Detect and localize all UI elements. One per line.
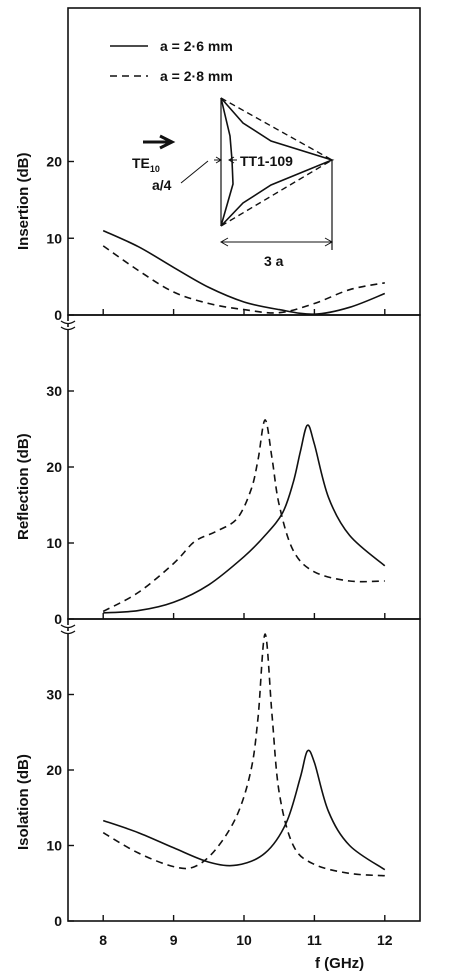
axis-break-mark-upper [60, 320, 76, 331]
x-tick-label: 12 [377, 932, 393, 948]
x-tick-label: 9 [170, 932, 178, 948]
reflection-y-label: Reflection (dB) [15, 433, 32, 540]
reflection-series-dashed [102, 419, 385, 613]
inset-arrow [143, 134, 176, 150]
reflection-y-tick-label: 0 [54, 611, 62, 627]
inset-diagram: TE10 a/4 TT1-109 3 a [132, 97, 335, 269]
inset-dim-arrow-right [228, 156, 237, 164]
reflection-y-tick-label: 30 [46, 383, 62, 399]
inset-material-label: TT1-109 [240, 153, 293, 169]
insertion-y-label: Insertion (dB) [15, 153, 32, 251]
legend-entry-solid: a = 2·6 mm [160, 38, 233, 54]
x-axis-label: f (GHz) [315, 955, 364, 972]
insertion-series-dashed [102, 245, 385, 314]
reflection-series-solid [103, 424, 386, 614]
inset-triangle-solid [220, 97, 335, 227]
inset-offset-label: a/4 [152, 177, 172, 193]
axis-break-mark-lower [60, 624, 76, 635]
isolation-series-dashed [102, 633, 385, 877]
inset-wave-label: TE10 [132, 155, 160, 174]
isolation-y-tick-label: 10 [46, 838, 62, 854]
isolation-y-tick-label: 0 [54, 913, 62, 929]
insertion-y-tick-label: 20 [46, 154, 62, 170]
inset-width-arrow-left [219, 237, 229, 247]
insertion-series-solid [102, 229, 386, 316]
isolation-y-tick-label: 30 [46, 687, 62, 703]
reflection-y-tick-label: 20 [46, 459, 62, 475]
inset-width-arrow-right [324, 237, 334, 247]
inset-dim-arrow-left [214, 156, 222, 164]
isolation-y-tick-label: 20 [46, 762, 62, 778]
inset-triangle-dashed [220, 97, 334, 227]
x-tick-label: 11 [307, 932, 322, 948]
legend-entry-dashed: a = 2·8 mm [160, 68, 233, 84]
x-tick-label: 8 [99, 932, 107, 948]
inset-width-label: 3 a [264, 253, 284, 269]
isolation-y-label: Isolation (dB) [15, 754, 32, 850]
inset-offset-leader [180, 160, 209, 184]
reflection-panel-frame [67, 314, 421, 620]
chart-marks: 0 10 20 0 10 20 30 0 10 20 30 8 9 10 11 12 [46, 154, 392, 949]
reflection-y-tick-label: 10 [46, 535, 62, 551]
insertion-y-tick-label: 0 [54, 307, 62, 323]
isolation-series-solid [102, 749, 386, 871]
insertion-y-tick-label: 10 [46, 230, 62, 246]
x-tick-label: 10 [236, 932, 252, 948]
